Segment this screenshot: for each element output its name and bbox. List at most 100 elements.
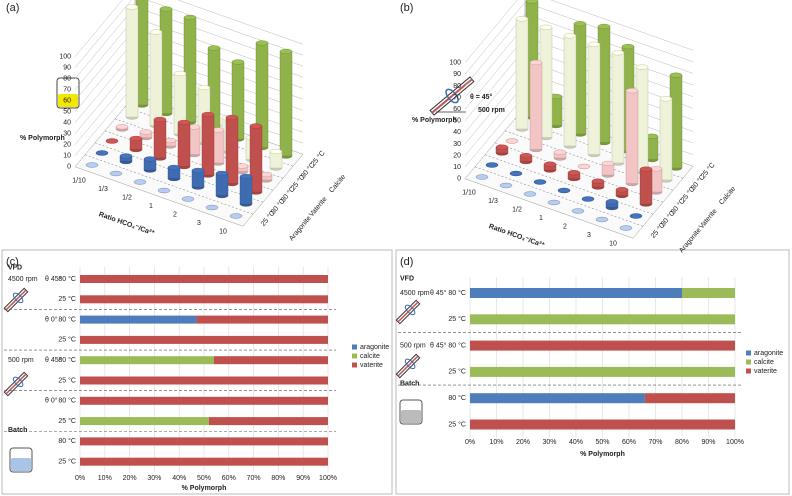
cylinder-top — [499, 182, 513, 189]
cylinder-bar — [143, 156, 157, 173]
x-tick-label: 0% — [75, 475, 85, 482]
x-tick-label: 0% — [465, 439, 475, 446]
group-label: Vaterite — [308, 196, 329, 219]
cylinder-bar — [659, 96, 673, 183]
vfd-icon — [3, 287, 29, 313]
angle-label: θ 0° — [45, 315, 58, 323]
z-tick-label: 90 — [63, 65, 71, 72]
cylinder-bar — [133, 179, 147, 185]
speed-label: 4500 rpm — [400, 290, 430, 297]
x-tick-label: 1/2 — [122, 194, 132, 201]
cylinder-bar — [109, 170, 123, 177]
cylinder-top — [509, 170, 523, 177]
cylinder-top — [485, 162, 499, 168]
x-tick-label: 1/3 — [98, 186, 108, 193]
category-label: 25 °C — [58, 295, 76, 303]
panel-label: (a) — [6, 2, 19, 14]
cylinder-bar — [547, 199, 561, 206]
legend-swatch — [746, 359, 751, 365]
z-tick-label: 80 — [63, 76, 71, 83]
cylinder-top — [269, 148, 283, 155]
z-tick-label: 30 — [63, 131, 71, 138]
x-tick-label: 30% — [147, 475, 161, 482]
cylinder-bar — [557, 187, 571, 194]
panel-frame — [395, 249, 790, 495]
cylinder-top — [255, 40, 269, 46]
legend-swatch — [746, 368, 751, 374]
cylinder-body — [177, 122, 191, 167]
cylinder-top — [601, 160, 615, 167]
category-label: 80 °C — [58, 275, 76, 283]
cylinder-top — [181, 196, 195, 202]
x-tick-label: 1/10 — [72, 177, 86, 184]
cylinder-bar — [505, 138, 519, 144]
cylinder-bar — [153, 116, 167, 161]
cylinder-top — [85, 162, 99, 168]
grid-line — [464, 0, 694, 63]
cylinder-bar — [515, 16, 529, 132]
vfd-icon — [3, 371, 29, 397]
z-tick-label: 10 — [453, 164, 461, 171]
category-label: 80 °C — [58, 397, 76, 405]
cylinder-top — [143, 156, 157, 162]
cylinder-bar — [259, 171, 273, 183]
cylinder-bar — [95, 150, 109, 156]
bar-segment — [208, 417, 328, 426]
cylinder-top — [215, 170, 229, 177]
z-tick-label: 80 — [453, 83, 461, 90]
x-tick-label: 1/10 — [462, 189, 476, 196]
cylinder-bar — [85, 162, 99, 168]
z-tick-label: 40 — [63, 120, 71, 127]
cylinder-top — [505, 138, 519, 144]
legend-label: aragonite — [754, 350, 783, 357]
bar-segment — [80, 335, 328, 344]
angle-label: θ 45° — [430, 341, 447, 349]
cylinder-top — [605, 199, 619, 205]
cylinder-top — [95, 150, 109, 156]
x-tick-label: 2 — [563, 223, 567, 230]
z-tick-label: 50 — [453, 118, 461, 125]
cylinder-top — [249, 123, 263, 129]
z-tick-label: 40 — [453, 129, 461, 136]
category-label: 80 °C — [58, 356, 76, 364]
cylinder-bar — [591, 178, 605, 190]
category-label: 80 °C — [448, 341, 466, 349]
x-tick-label: 10% — [489, 439, 503, 446]
x-tick-label: 80% — [271, 475, 285, 482]
cylinder-bar — [519, 153, 533, 165]
group-label: Calcite — [328, 173, 347, 194]
z-tick-label: 60 — [453, 106, 461, 113]
legend-swatch — [352, 344, 357, 350]
x-axis-label: % Polymorph — [580, 451, 625, 458]
cylinder-bar — [529, 59, 543, 153]
cylinder-bar — [499, 182, 513, 189]
cylinder-top — [587, 41, 601, 47]
category-label: 25 °C — [58, 417, 76, 425]
cylinder-top — [225, 114, 239, 121]
x-axis-label: % Polymorph — [182, 485, 227, 492]
cylinder-bar — [235, 163, 249, 175]
cylinder-top — [197, 84, 211, 91]
x-tick-label: 30% — [542, 439, 556, 446]
x-axis-label: Ratio HCO₃⁻/Ca²⁺ — [488, 223, 546, 249]
legend-label: calcite — [360, 353, 380, 360]
cylinder-body — [153, 119, 167, 159]
cylinder-body — [563, 35, 577, 147]
z-tick-label: 30 — [453, 141, 461, 148]
z-tick-label: 100 — [59, 54, 71, 61]
cylinder-top — [231, 59, 245, 65]
cylinder-bar — [539, 24, 553, 141]
row-separator — [84, 154, 254, 215]
series-label: 25 °C — [309, 149, 326, 168]
cylinder-top — [635, 64, 649, 70]
x-tick-label: 100% — [319, 475, 337, 482]
panel-frame — [1, 249, 393, 495]
cylinder-bar — [581, 196, 595, 202]
cylinder-body — [149, 31, 163, 126]
z-tick-label: 10 — [63, 153, 71, 160]
group-label: Vaterite — [698, 208, 719, 231]
x-tick-label: 40% — [569, 439, 583, 446]
panel-label: (c) — [6, 256, 19, 268]
cylinder-bar — [187, 124, 201, 158]
cylinder-bar — [129, 135, 143, 153]
